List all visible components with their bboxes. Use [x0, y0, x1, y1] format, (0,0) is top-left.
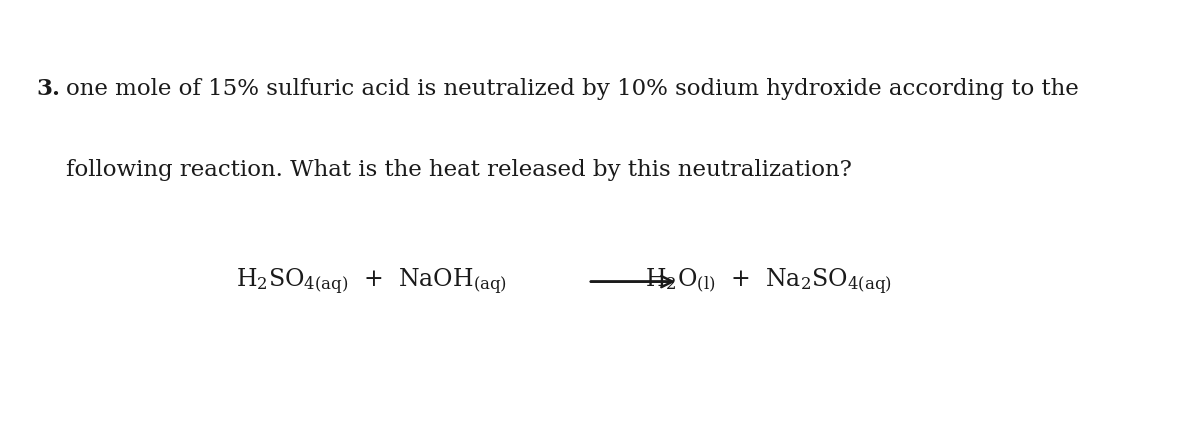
Text: $\mathregular{H_2O_{(l)}}$  +  $\mathregular{Na_2SO_{4(aq)}}$: $\mathregular{H_2O_{(l)}}$ + $\mathregul… — [644, 266, 892, 297]
Text: following reaction. What is the heat released by this neutralization?: following reaction. What is the heat rel… — [66, 159, 852, 181]
Text: $\mathregular{H_2SO_{4(aq)}}$  +  $\mathregular{NaOH_{(aq)}}$: $\mathregular{H_2SO_{4(aq)}}$ + $\mathre… — [236, 266, 508, 297]
Text: 3.: 3. — [36, 78, 60, 101]
Text: one mole of 15% sulfuric acid is neutralized by 10% sodium hydroxide according t: one mole of 15% sulfuric acid is neutral… — [66, 78, 1079, 101]
